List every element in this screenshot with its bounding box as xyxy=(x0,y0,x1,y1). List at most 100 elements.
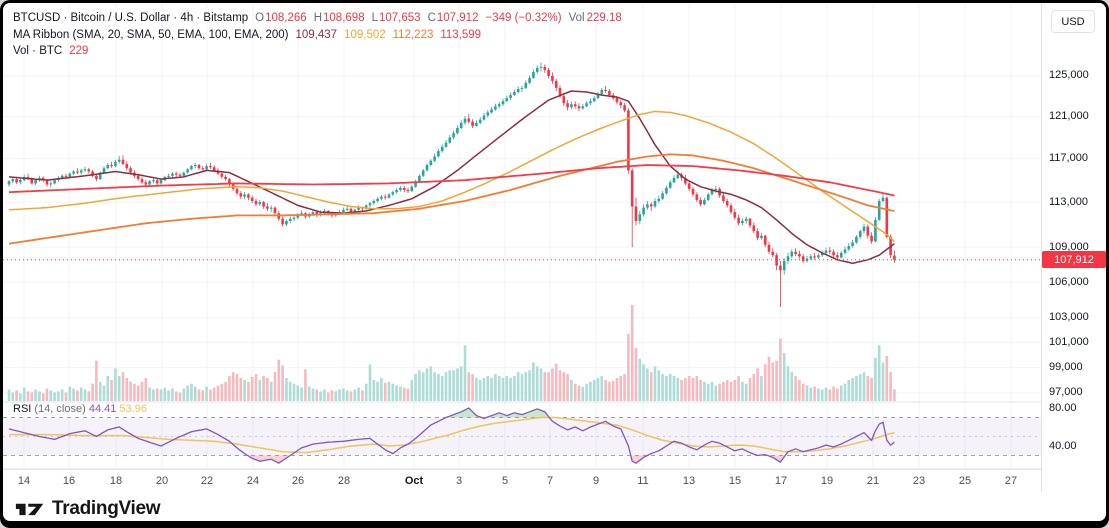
candle[interactable] xyxy=(399,187,402,190)
candle[interactable] xyxy=(881,197,885,201)
candle[interactable] xyxy=(281,218,284,225)
candle[interactable] xyxy=(64,175,68,177)
candle[interactable] xyxy=(733,212,737,218)
candle[interactable] xyxy=(782,261,786,271)
candle[interactable] xyxy=(551,75,554,81)
candle[interactable] xyxy=(630,170,634,207)
tradingview-logo[interactable]: TradingView xyxy=(15,497,161,521)
candle[interactable] xyxy=(513,92,516,95)
candle[interactable] xyxy=(285,221,288,225)
candle[interactable] xyxy=(843,249,847,253)
candle[interactable] xyxy=(756,231,759,238)
candle[interactable] xyxy=(45,180,49,185)
candle[interactable] xyxy=(429,160,433,165)
candle[interactable] xyxy=(345,208,349,210)
candle[interactable] xyxy=(866,226,870,236)
candle[interactable] xyxy=(106,165,110,169)
candle[interactable] xyxy=(638,214,642,221)
candle[interactable] xyxy=(589,101,592,104)
candle[interactable] xyxy=(383,196,387,198)
candle[interactable] xyxy=(262,202,265,207)
candle[interactable] xyxy=(668,182,672,188)
candle[interactable] xyxy=(15,179,18,183)
candle[interactable] xyxy=(874,219,877,242)
candle[interactable] xyxy=(239,193,243,197)
candle[interactable] xyxy=(148,181,151,185)
candle[interactable] xyxy=(581,106,585,109)
candle[interactable] xyxy=(121,159,125,164)
candle[interactable] xyxy=(577,106,581,109)
candle[interactable] xyxy=(102,168,106,173)
candle[interactable] xyxy=(110,165,113,167)
candle[interactable] xyxy=(475,122,478,126)
candle[interactable] xyxy=(178,174,182,176)
candle[interactable] xyxy=(566,103,569,108)
candle[interactable] xyxy=(98,172,102,180)
candle[interactable] xyxy=(387,194,391,198)
price-chart-canvas[interactable] xyxy=(3,3,1041,469)
candle[interactable] xyxy=(228,179,231,185)
candle[interactable] xyxy=(684,178,687,184)
candle[interactable] xyxy=(300,213,303,215)
candle[interactable] xyxy=(585,103,588,107)
candle[interactable] xyxy=(452,133,455,138)
candle[interactable] xyxy=(748,218,752,226)
candle[interactable] xyxy=(893,255,896,260)
candle[interactable] xyxy=(364,205,368,209)
candle[interactable] xyxy=(467,118,471,122)
candle[interactable] xyxy=(798,254,801,257)
candle[interactable] xyxy=(34,180,37,184)
candle[interactable] xyxy=(266,206,269,209)
symbol-title[interactable]: BTCUSD · Bitcoin / U.S. Dollar · 4h · Bi… xyxy=(13,12,249,24)
candle[interactable] xyxy=(212,167,216,171)
candle[interactable] xyxy=(661,193,664,199)
candle[interactable] xyxy=(68,173,72,177)
candle[interactable] xyxy=(448,137,452,143)
candle[interactable] xyxy=(558,88,562,97)
candle[interactable] xyxy=(543,66,547,70)
candle[interactable] xyxy=(117,159,121,162)
candle[interactable] xyxy=(7,181,11,185)
candle[interactable] xyxy=(136,175,140,180)
candle[interactable] xyxy=(790,251,794,257)
candle[interactable] xyxy=(627,110,630,171)
candle[interactable] xyxy=(311,212,315,215)
candle[interactable] xyxy=(79,170,83,173)
candle[interactable] xyxy=(497,104,501,107)
candle[interactable] xyxy=(699,199,702,205)
candle[interactable] xyxy=(592,98,596,102)
candle[interactable] xyxy=(813,256,816,258)
candle[interactable] xyxy=(535,67,539,72)
candle[interactable] xyxy=(342,209,345,212)
candle[interactable] xyxy=(634,206,638,222)
candle[interactable] xyxy=(433,156,436,161)
volume-indicator-title[interactable]: Vol · BTC xyxy=(13,45,63,57)
candle[interactable] xyxy=(91,171,94,176)
candle[interactable] xyxy=(832,251,835,256)
candle[interactable] xyxy=(167,175,170,177)
candle[interactable] xyxy=(836,255,839,258)
candle[interactable] xyxy=(725,201,729,206)
candle[interactable] xyxy=(760,235,763,238)
time-axis[interactable]: 14 16 18 20 22 24 26 28 Oct 3 5 7 9 11 13 15 17 19 21 23 25 2… xyxy=(3,469,1041,494)
candle[interactable] xyxy=(737,217,740,224)
candle[interactable] xyxy=(296,214,300,218)
candle[interactable] xyxy=(851,242,854,246)
candle[interactable] xyxy=(463,118,467,123)
candle[interactable] xyxy=(60,175,64,178)
candle[interactable] xyxy=(349,208,353,212)
candle[interactable] xyxy=(646,204,649,208)
candle[interactable] xyxy=(391,192,395,195)
candle[interactable] xyxy=(653,201,657,207)
candle[interactable] xyxy=(440,146,444,152)
candle[interactable] xyxy=(144,182,148,185)
candle[interactable] xyxy=(380,196,383,199)
candle[interactable] xyxy=(193,165,197,167)
candle[interactable] xyxy=(456,128,459,134)
candle[interactable] xyxy=(695,194,699,200)
candle[interactable] xyxy=(140,179,144,183)
candle[interactable] xyxy=(687,183,691,189)
candle[interactable] xyxy=(11,179,15,182)
candle[interactable] xyxy=(368,203,372,206)
candle[interactable] xyxy=(220,173,224,177)
